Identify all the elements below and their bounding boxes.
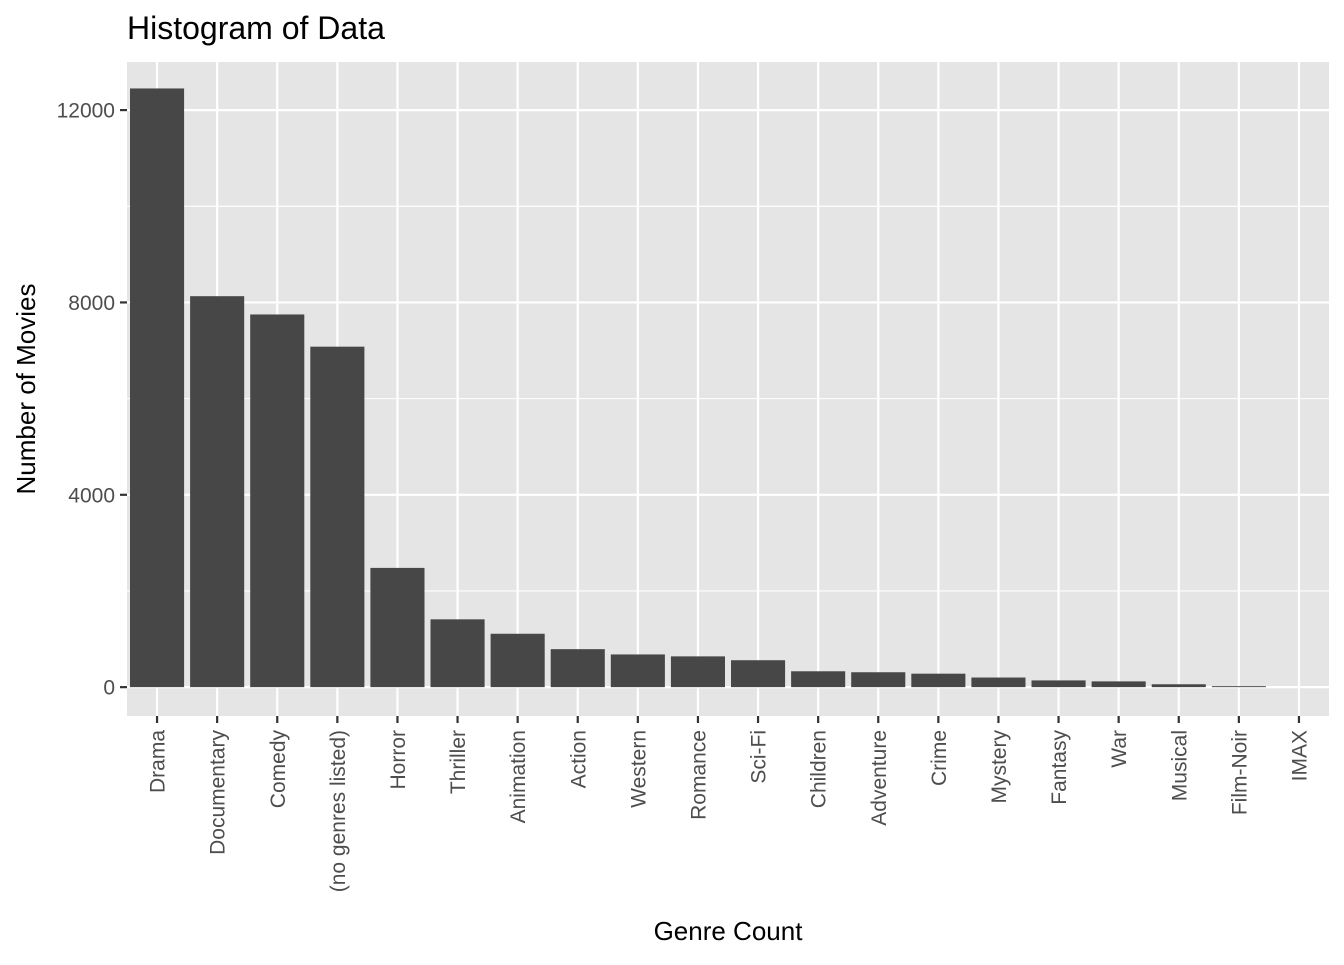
bar-musical bbox=[1151, 684, 1206, 688]
bar-documentary bbox=[190, 296, 245, 688]
grid-major bbox=[127, 62, 1329, 716]
x-tick-label: Children bbox=[808, 730, 831, 808]
bars bbox=[130, 88, 1266, 688]
x-tick-label: Horror bbox=[387, 730, 410, 790]
bar-no-genres-listed bbox=[310, 346, 365, 688]
x-tick-label: Documentary bbox=[207, 730, 230, 855]
x-tick-label: Comedy bbox=[267, 730, 290, 809]
chart-title: Histogram of Data bbox=[127, 10, 385, 46]
x-tick-label: IMAX bbox=[1288, 730, 1311, 781]
x-tick-label: Sci-Fi bbox=[748, 730, 771, 784]
x-axis: Drama Documentary Comedy (no genres listed)… bbox=[147, 716, 1311, 892]
y-tick-label: 4000 bbox=[68, 484, 115, 507]
bar-horror bbox=[370, 567, 425, 688]
bar-animation bbox=[490, 633, 545, 688]
x-tick-label: Drama bbox=[147, 730, 170, 793]
x-tick-label: War bbox=[1108, 730, 1131, 768]
x-tick-label: Romance bbox=[687, 730, 710, 820]
bar-comedy bbox=[250, 314, 305, 688]
bar-romance bbox=[670, 656, 725, 688]
y-tick-label: 12000 bbox=[57, 100, 115, 123]
bar-drama bbox=[130, 88, 185, 688]
bar-action bbox=[550, 649, 605, 688]
bar-fantasy bbox=[1031, 680, 1086, 688]
y-tick-label: 8000 bbox=[68, 292, 115, 315]
x-tick-label: Fantasy bbox=[1048, 730, 1071, 805]
x-tick-label: Mystery bbox=[988, 730, 1011, 804]
bar-war bbox=[1091, 681, 1146, 688]
plot-panel bbox=[127, 62, 1329, 716]
x-tick-label: (no genres listed) bbox=[327, 730, 350, 892]
bar-western bbox=[610, 654, 665, 688]
bar-mystery bbox=[971, 677, 1026, 688]
y-tick-label: 0 bbox=[103, 677, 115, 700]
bar-sci-fi bbox=[731, 660, 786, 688]
x-tick-label: Musical bbox=[1168, 730, 1191, 801]
y-axis-title: Number of Movies bbox=[11, 284, 41, 495]
bar-crime bbox=[911, 673, 966, 688]
x-tick-label: Adventure bbox=[868, 730, 891, 826]
bar-children bbox=[791, 671, 846, 688]
x-tick-label: Animation bbox=[507, 730, 530, 823]
x-tick-label: Action bbox=[567, 730, 590, 788]
bar-thriller bbox=[430, 619, 485, 688]
x-axis-title: Genre Count bbox=[654, 916, 804, 946]
x-tick-label: Western bbox=[627, 730, 650, 808]
y-axis: 0 4000 8000 12000 bbox=[57, 100, 127, 700]
bar-film-noir bbox=[1211, 686, 1266, 688]
bar-adventure bbox=[851, 672, 906, 688]
x-tick-label: Film-Noir bbox=[1228, 730, 1251, 815]
x-tick-label: Crime bbox=[928, 730, 951, 786]
x-tick-label: Thriller bbox=[447, 730, 470, 794]
